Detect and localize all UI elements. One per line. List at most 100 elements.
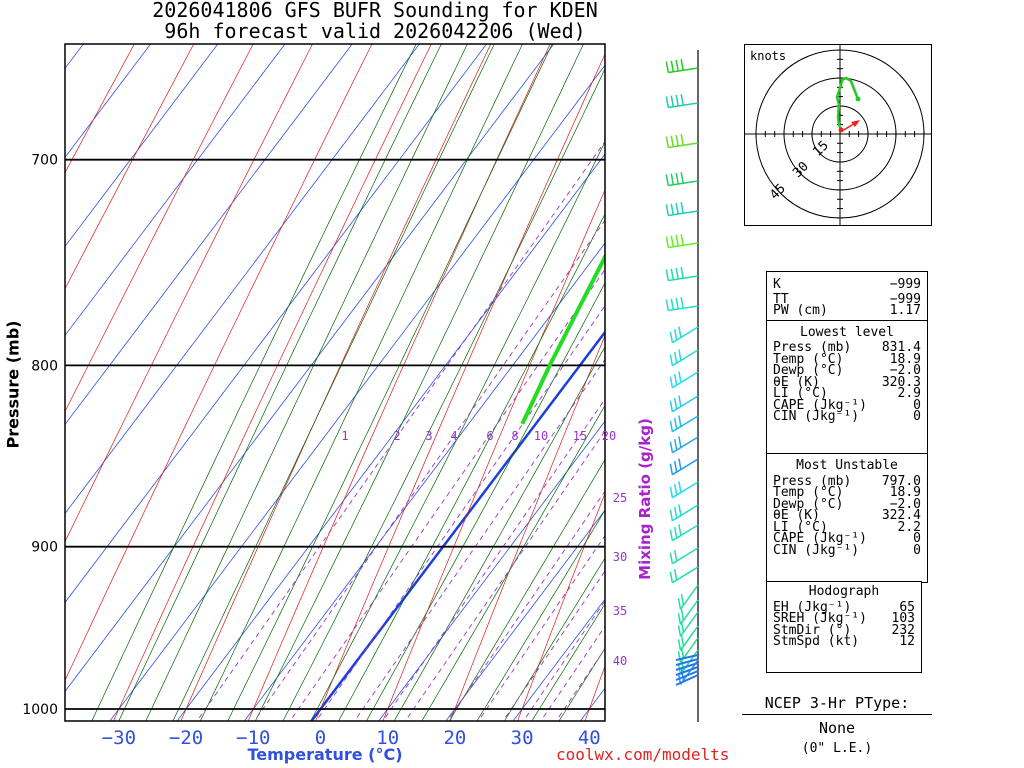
- ptype-header: NCEP 3-Hr PType:: [742, 694, 932, 715]
- index-k: K −999: [773, 277, 921, 292]
- hodograph-ring-label: 45: [767, 181, 789, 203]
- mixing-ratio-label: Mixing Ratio (g/kg): [636, 418, 654, 580]
- hodograph-index-value: 12: [899, 634, 915, 649]
- moist-adiabat: [145, 44, 468, 721]
- lowest-level-row: CIN (Jkg⁻¹) 0: [767, 409, 927, 424]
- mixing-ratio-tick-label: 15: [573, 429, 587, 443]
- mixing-ratio-tick-label: 8: [511, 429, 518, 443]
- mixing-ratio-tick-label: 3: [425, 429, 432, 443]
- wind-barb: [669, 415, 699, 433]
- lowest-level-label: θE (K): [773, 374, 820, 390]
- hodograph-index-label: SREH (Jkg⁻¹): [773, 611, 867, 626]
- lowest-level-label: CIN (Jkg⁻¹): [773, 409, 860, 424]
- mixing-ratio-tick-label: 20: [602, 429, 616, 443]
- lowest-level-label: Dewp (°C): [773, 363, 844, 378]
- chart-subtitle: 96h forecast valid 2026042206 (Wed): [164, 19, 586, 43]
- pressure-tick-label: 700: [31, 153, 58, 169]
- ptype-block: NCEP 3-Hr PType: None (0" L.E.): [742, 694, 932, 756]
- mixing-ratio-tick-label: 6: [486, 429, 493, 443]
- most-unstable-row: θE (K) 322.4: [767, 508, 927, 523]
- moist-adiabat: [199, 44, 523, 721]
- mixing-ratio-line: [502, 570, 605, 721]
- wind-barb: [669, 436, 699, 454]
- moist-adiabat: [393, 345, 605, 721]
- mixing-ratio-line: [196, 140, 605, 721]
- hodograph-units-label: knots: [750, 49, 787, 63]
- wind-barb: [665, 172, 699, 187]
- hodograph-ring-label: 30: [790, 159, 812, 181]
- lowest-level-value: 0: [913, 397, 921, 413]
- most-unstable-value: 0: [913, 531, 921, 546]
- wind-barb: [669, 481, 699, 499]
- ptype-accum: (0" L.E.): [801, 741, 873, 756]
- most-unstable-value: 18.9: [889, 485, 921, 500]
- lowest-level-value: 831.4: [881, 340, 921, 355]
- hodograph-index-panel: Hodograph EH (Jkg⁻¹) 65 SREH (Jkg⁻¹) 103 Stm…: [766, 581, 922, 673]
- wind-barb: [669, 326, 699, 344]
- lowest-level-label: Temp (°C): [773, 351, 844, 367]
- lowest-level-header: Lowest level: [800, 324, 894, 340]
- most-unstable-label: Temp (°C): [773, 485, 844, 500]
- hodograph-index-row: StmSpd (kt) 12: [767, 634, 921, 649]
- mixing-ratio-tick-label: 1: [341, 429, 348, 443]
- lowest-level-label: Press (mb): [773, 340, 852, 355]
- hodograph-index-row: EH (Jkg⁻¹) 65: [767, 599, 921, 615]
- pressure-tick-label: 800: [31, 358, 58, 374]
- pressure-tick-label: 1000: [22, 702, 58, 718]
- most-unstable-label: LI (°C): [773, 519, 828, 535]
- hodograph-index-row: SREH (Jkg⁻¹) 103: [767, 611, 921, 626]
- temperature-tick-label: 10: [376, 727, 399, 749]
- wind-barb: [677, 625, 699, 651]
- lowest-level-value: −2.0: [889, 363, 921, 378]
- credit-text: coolwx.com/modelts: [556, 745, 730, 764]
- moist-adiabat: [118, 44, 442, 721]
- y-axis-label: Pressure (mb): [3, 320, 23, 449]
- wind-barb: [669, 371, 699, 389]
- temperature-tick-label: 40: [578, 727, 601, 749]
- mixing-ratio-line: [477, 534, 605, 721]
- lowest-level-value: 0: [913, 409, 921, 424]
- most-unstable-row: CIN (Jkg⁻¹) 0: [767, 544, 927, 556]
- moist-adiabat: [172, 44, 495, 721]
- isotherm-line: [176, 153, 605, 721]
- wind-barb: [665, 297, 699, 312]
- most-unstable-value: 322.4: [881, 508, 921, 523]
- wind-barb: [675, 670, 699, 681]
- lowest-level-row: Press (mb) 831.4: [767, 340, 927, 355]
- most-unstable-label: CAPE (Jkg⁻¹): [773, 531, 867, 546]
- hodograph-index-value: 65: [899, 599, 915, 615]
- lowest-level-value: 2.9: [897, 386, 921, 401]
- storm-motion-arrowhead: [851, 120, 860, 127]
- most-unstable-label: θE (K): [773, 508, 820, 523]
- most-unstable-header: Most Unstable: [796, 458, 898, 473]
- hodograph-panel: 15 30 45 knots: [744, 44, 932, 226]
- wind-barb: [665, 134, 699, 149]
- hodograph-start-marker: [838, 127, 844, 133]
- hodograph-index-label: StmSpd (kt): [773, 634, 860, 649]
- temperature-tick-label: 30: [511, 727, 534, 749]
- temperature-tick-label: 0: [315, 727, 326, 749]
- moist-adiabat: [91, 44, 417, 721]
- most-unstable-row: Press (mb) 797.0: [767, 473, 927, 489]
- dry-adiabat: [967, 0, 1024, 768]
- wind-barb: [677, 599, 699, 625]
- lowest-level-value: 18.9: [889, 351, 921, 367]
- temperature-tick-label: 20: [443, 727, 466, 749]
- most-unstable-value: 797.0: [881, 473, 921, 489]
- most-unstable-row: Temp (°C) 18.9: [767, 485, 927, 500]
- wind-barb: [669, 504, 699, 522]
- x-axis-label: Temperature (°C): [247, 745, 403, 764]
- wind-barb: [675, 666, 699, 676]
- lowest-level-row: θE (K) 320.3: [767, 374, 927, 390]
- wind-barb: [675, 674, 699, 686]
- hodograph-end-marker: [855, 96, 861, 102]
- hodograph-index-value: 103: [891, 611, 915, 626]
- hodograph-index-header: Hodograph: [808, 584, 880, 599]
- wind-barb: [669, 458, 699, 476]
- lowest-level-row: Temp (°C) 18.9: [767, 351, 927, 367]
